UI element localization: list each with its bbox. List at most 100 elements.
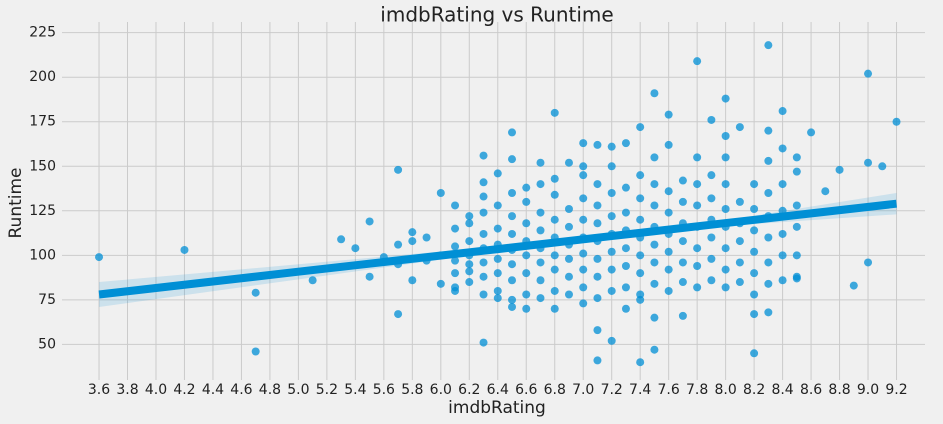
point <box>607 247 616 256</box>
point <box>493 294 502 303</box>
x-tick-label: 6.8 <box>544 382 566 398</box>
point <box>678 258 687 267</box>
point <box>508 188 517 197</box>
point <box>550 304 559 313</box>
point <box>792 153 801 162</box>
point <box>721 153 730 162</box>
point <box>493 224 502 233</box>
point <box>579 215 588 224</box>
point <box>621 244 630 253</box>
point <box>593 254 602 263</box>
point <box>707 194 716 203</box>
point <box>778 276 787 285</box>
point <box>664 110 673 119</box>
point <box>607 265 616 274</box>
point <box>778 229 787 238</box>
point <box>508 229 517 238</box>
point <box>778 180 787 189</box>
point <box>778 107 787 116</box>
point <box>650 313 659 322</box>
point <box>579 162 588 171</box>
point <box>479 192 488 201</box>
point <box>479 258 488 267</box>
y-axis-label: Runtime <box>6 167 26 238</box>
point <box>522 183 531 192</box>
x-tick-label: 9.2 <box>885 382 907 398</box>
x-tick-label: 5.6 <box>373 382 395 398</box>
point <box>465 219 474 228</box>
point <box>579 139 588 148</box>
point <box>807 128 816 137</box>
point <box>550 286 559 295</box>
point <box>636 215 645 224</box>
point <box>721 131 730 140</box>
point <box>750 247 759 256</box>
point <box>508 276 517 285</box>
point <box>422 233 431 242</box>
point <box>536 180 545 189</box>
point <box>792 272 801 281</box>
point <box>750 180 759 189</box>
point <box>621 183 630 192</box>
point <box>664 286 673 295</box>
point <box>508 302 517 311</box>
point <box>508 128 517 137</box>
point <box>735 237 744 246</box>
x-tick-label: 8.4 <box>771 382 793 398</box>
x-tick-label: 7.0 <box>572 382 594 398</box>
point <box>408 237 417 246</box>
x-tick-label: 4.8 <box>259 382 281 398</box>
point <box>365 272 374 281</box>
point <box>394 240 403 249</box>
x-tick-label: 6.6 <box>515 382 537 398</box>
point <box>451 283 460 292</box>
point <box>878 162 887 171</box>
x-tick-label: 7.2 <box>601 382 623 398</box>
x-tick-label: 3.8 <box>116 382 138 398</box>
point <box>778 144 787 153</box>
point <box>721 244 730 253</box>
point <box>436 188 445 197</box>
point <box>593 294 602 303</box>
point <box>251 347 260 356</box>
point <box>536 294 545 303</box>
point <box>508 212 517 221</box>
point <box>792 251 801 260</box>
point <box>522 251 531 260</box>
point <box>707 233 716 242</box>
point <box>508 155 517 164</box>
point <box>621 139 630 148</box>
point <box>735 123 744 132</box>
point <box>693 283 702 292</box>
point <box>493 286 502 295</box>
point <box>436 279 445 288</box>
point <box>451 201 460 210</box>
point <box>451 242 460 251</box>
point <box>764 188 773 197</box>
point <box>550 265 559 274</box>
point <box>764 258 773 267</box>
point <box>451 269 460 278</box>
point <box>664 247 673 256</box>
point <box>465 267 474 276</box>
point <box>579 171 588 180</box>
point <box>536 258 545 267</box>
point <box>451 224 460 233</box>
point <box>778 251 787 260</box>
y-tick-label: 175 <box>29 114 56 130</box>
point <box>451 256 460 265</box>
point <box>550 251 559 260</box>
x-tick-label: 7.6 <box>658 382 680 398</box>
point <box>593 180 602 189</box>
x-tick-label: 5.2 <box>316 382 338 398</box>
point <box>508 260 517 269</box>
point <box>394 310 403 319</box>
x-tick-label: 4.6 <box>230 382 252 398</box>
point <box>479 178 488 187</box>
point <box>792 167 801 176</box>
regression-line <box>98 199 897 299</box>
point <box>664 265 673 274</box>
y-tick-label: 100 <box>29 247 56 263</box>
x-tick-label: 6.2 <box>458 382 480 398</box>
